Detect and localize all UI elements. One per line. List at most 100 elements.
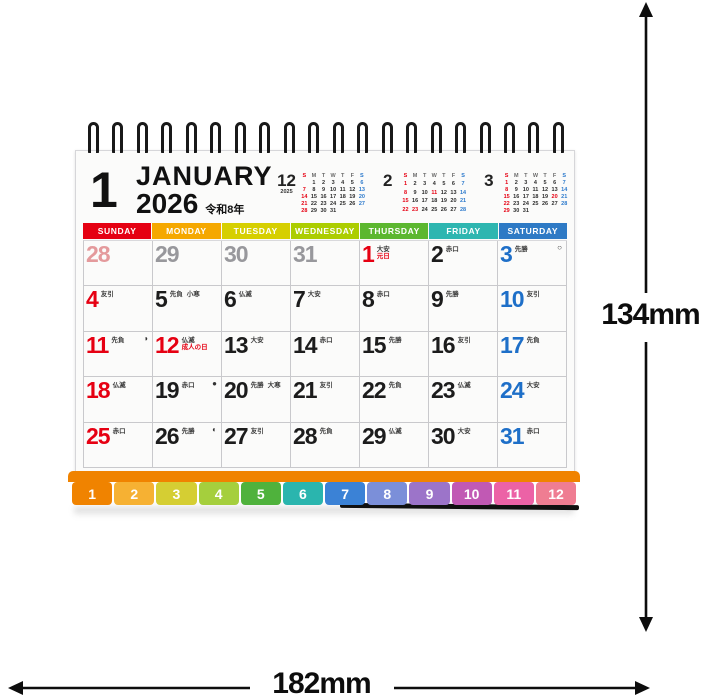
date-number: 21 xyxy=(293,377,318,404)
mini-date-cell: 21 xyxy=(561,194,568,200)
binding-ring xyxy=(136,122,148,153)
mini-date-cell xyxy=(550,208,560,215)
rokuyo-label: 先負 xyxy=(111,336,125,344)
date-annotations: 仏滅 xyxy=(113,382,126,389)
mini-weekday-label: T xyxy=(543,173,547,179)
mini-date-cell: 31 xyxy=(330,208,337,214)
rokuyo-label: 先勝 xyxy=(181,427,195,435)
date-annotations: 先負 xyxy=(111,337,124,344)
date-cell: 6 仏滅 xyxy=(222,286,291,332)
mini-date-cell: 26 xyxy=(440,206,447,213)
rokuyo-line: 大安 xyxy=(458,428,471,435)
moon-phase-icon-full: ○ xyxy=(557,243,562,252)
mini-calendar-month-3: 3 S M T W T F S 1 2 3 4 5 6 7 8 9 10 11 12 13 14 15 16 17 18 19 20 2… xyxy=(479,172,569,215)
month-tab-9: 9 xyxy=(409,482,450,505)
date-cell: 29 仏滅 xyxy=(360,422,429,469)
rokuyo-line: 先負 小寒 xyxy=(170,291,200,298)
date-number: 9 xyxy=(431,286,444,313)
moon-phase-icon-first: ◐ xyxy=(212,424,217,434)
height-dimension-label: 134mm xyxy=(594,298,707,332)
mini-date-cell: 18 xyxy=(339,194,346,200)
mini-date-cell: 23 xyxy=(320,201,327,207)
mini-date-cell xyxy=(357,208,367,215)
rokuyo-label: 赤口 xyxy=(445,246,459,253)
date-annotations: 友引 xyxy=(320,382,333,389)
rokuyo-line: 仏滅 xyxy=(458,382,471,389)
mini-date-cell: 17 xyxy=(330,194,337,200)
mini-calendar-month-number: 12 xyxy=(277,171,296,190)
date-cell: 20 先勝 大寒 xyxy=(222,377,291,423)
weekday-header-thursday: THURSDAY xyxy=(360,223,429,239)
weekday-header-monday: MONDAY xyxy=(152,223,221,239)
mini-date-cell: 15 xyxy=(402,198,409,205)
mini-date-cell: 25 xyxy=(532,201,539,207)
date-cell: 3 先勝 ○ xyxy=(498,241,567,287)
mini-date-cell: 30 xyxy=(513,208,520,214)
date-cell: 21 友引 xyxy=(291,377,360,423)
mini-date-cell: 13 xyxy=(358,187,365,193)
rokuyo-label: 先勝 xyxy=(250,382,264,390)
date-number: 30 xyxy=(224,241,249,267)
rokuyo-label: 先勝 xyxy=(445,291,459,299)
mini-date-cell: 22 xyxy=(310,201,317,207)
weekday-header-tuesday: TUESDAY xyxy=(221,223,290,239)
binding-ring xyxy=(283,122,295,153)
rokuyo-line: 先負 xyxy=(527,337,540,344)
date-number: 23 xyxy=(431,377,456,404)
date-number: 31 xyxy=(293,241,318,267)
date-cell: 26 先勝 ◐ xyxy=(153,422,222,469)
rokuyo-line: 大安 xyxy=(377,246,390,253)
date-annotations: 赤口 xyxy=(320,337,333,344)
date-number: 22 xyxy=(362,377,387,404)
mini-date-cell xyxy=(531,208,541,215)
rokuyo-label: 大安 xyxy=(250,336,264,344)
calendar-week-row: 28 29 30 31 1 大安 元日 2 赤口 3 先勝 ○ xyxy=(84,241,567,287)
mini-date-cell: 18 xyxy=(532,194,539,200)
month-tab-1: 1 xyxy=(72,482,113,505)
mini-weekday-label: M xyxy=(412,173,418,179)
date-cell: 22 先負 xyxy=(360,377,429,423)
date-number: 15 xyxy=(362,331,387,358)
date-cell: 29 xyxy=(153,241,222,287)
date-cell: 16 友引 xyxy=(429,331,498,378)
date-annotations: 先勝 大寒 xyxy=(251,382,281,389)
date-number: 27 xyxy=(224,422,249,449)
mini-date-cell: 26 xyxy=(349,201,356,207)
mini-date-cell xyxy=(348,208,358,215)
date-annotations: 仏滅 xyxy=(239,291,252,298)
month-tab-10: 10 xyxy=(451,482,492,505)
rokuyo-line: 赤口 xyxy=(446,246,459,253)
rokuyo-line: 先負 xyxy=(389,382,402,389)
mini-calendar-grid: S M T W T F S 1 2 3 4 5 6 7 8 9 10 11 12 13 14 15 16 17 18 19 20 21… xyxy=(401,173,468,215)
mini-calendar-month-number: 2 xyxy=(382,171,393,190)
mini-date-cell: 18 xyxy=(431,198,438,205)
rokuyo-line: 先勝 xyxy=(446,291,459,298)
binding-ring xyxy=(234,122,246,153)
mini-date-cell: 20 xyxy=(450,198,457,205)
mini-weekday-label: T xyxy=(524,173,528,179)
date-number: 31 xyxy=(500,422,525,449)
mini-calendar-month-12: 12 2025 S M T W T F S 1 2 3 4 5 6 7 8 9 10 11 12 13 14 15 16 17 18… xyxy=(277,171,367,215)
date-cell: 7 大安 xyxy=(291,286,360,332)
mini-date-cell: 20 xyxy=(551,194,558,200)
mini-date-cell: 15 xyxy=(310,194,317,200)
month-number: 1 xyxy=(90,162,118,218)
rokuyo-label: 先負 xyxy=(388,382,402,390)
sekki-label: 小寒 xyxy=(186,291,200,299)
date-annotations: 赤口 xyxy=(182,382,195,389)
mini-date-cell: 5 xyxy=(350,180,354,186)
rokuyo-label: 大安 xyxy=(457,427,471,435)
date-annotations: 大安 xyxy=(458,428,471,435)
sekki-label: 大寒 xyxy=(267,382,281,390)
date-cell: 12 仏滅 成人の日 xyxy=(153,331,222,378)
binding-ring xyxy=(479,122,491,153)
mini-weekday-label: F xyxy=(552,173,557,179)
date-number: 6 xyxy=(224,286,237,313)
mini-date-cell: 10 xyxy=(522,187,529,193)
mini-date-cell: 30 xyxy=(320,208,327,214)
mini-date-cell: 22 xyxy=(503,201,510,207)
mini-weekday-label: S xyxy=(504,173,509,179)
mini-weekday-label: T xyxy=(442,173,446,179)
rokuyo-line: 友引 xyxy=(320,382,333,389)
